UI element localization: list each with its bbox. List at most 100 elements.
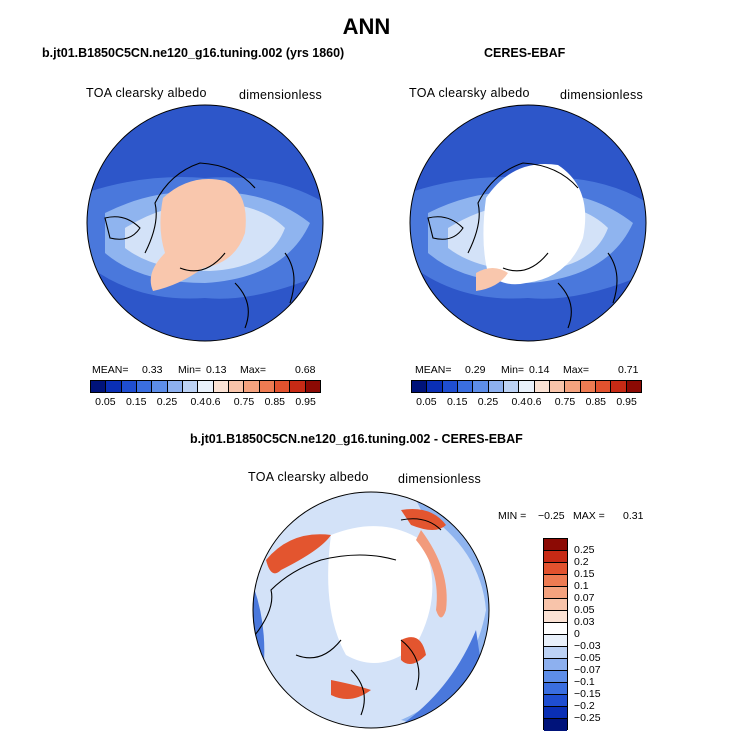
colorbar-swatch (549, 381, 566, 392)
colorbar-tick-label: 0.1 (574, 580, 589, 592)
colorbar-swatch (544, 623, 567, 635)
colorbar-tick-label: 0.95 (616, 396, 637, 408)
panel-1-mean-value: 0.33 (142, 364, 163, 376)
colorbar-swatch (611, 381, 627, 392)
panel-1-min-value: 0.13 (206, 364, 227, 376)
colorbar-swatch (544, 563, 567, 575)
colorbar-tick-label: 0.25 (574, 544, 595, 556)
colorbar-tick-label: 0.15 (446, 396, 468, 408)
colorbar-swatch (544, 647, 567, 659)
colorbar-swatch (544, 635, 567, 647)
panel-1-mean-label: MEAN= (92, 364, 129, 376)
colorbar-tick-label: −0.25 (574, 712, 601, 724)
colorbar-tick-label: 0.05 (95, 396, 116, 408)
panel-1-variable: TOA clearsky albedo (86, 86, 207, 100)
colorbar-swatch (544, 539, 567, 551)
colorbar-tick-label: 0.4 (190, 396, 206, 408)
diff-panel-variable: TOA clearsky albedo (248, 470, 369, 484)
panel-1-max-value: 0.68 (295, 364, 316, 376)
colorbar-swatch (544, 719, 567, 731)
colorbar-swatch (595, 381, 612, 392)
diff-min-label: MIN = (498, 510, 527, 522)
colorbar-tick-label: 0.85 (585, 396, 607, 408)
panel-1-min-label: Min= (178, 364, 202, 376)
colorbar-swatch (580, 381, 596, 392)
colorbar-swatch (167, 381, 183, 392)
panel-1-title: b.jt01.B1850C5CN.ne120_g16.tuning.002 (y… (42, 46, 345, 60)
positive-difference-ice-edge (266, 509, 446, 699)
diff-min-value: −0.25 (538, 510, 565, 522)
colorbar-tick-label: −0.2 (574, 700, 595, 712)
colorbar-tick-label: 0.03 (574, 616, 595, 628)
panel-1-colorbar (90, 380, 321, 393)
coastlines (104, 162, 295, 329)
colorbar-swatch (457, 381, 474, 392)
panel-1-polar-map (86, 104, 324, 342)
colorbar-swatch (519, 381, 535, 392)
colorbar-tick-label: 0.75 (554, 396, 576, 408)
coastlines (253, 518, 442, 716)
colorbar-swatch (106, 381, 122, 392)
diff-max-label: MAX = (573, 510, 605, 522)
diff-polar-map (252, 491, 490, 729)
colorbar-swatch (198, 381, 214, 392)
colorbar-swatch (544, 683, 567, 695)
colorbar-swatch (473, 381, 489, 392)
colorbar-swatch (274, 381, 291, 392)
colorbar-swatch (305, 381, 320, 392)
colorbar-swatch (503, 381, 520, 392)
diff-panel-units: dimensionless (398, 472, 482, 486)
colorbar-tick-label: 0.75 (233, 396, 255, 408)
map-boundary (86, 104, 324, 342)
colorbar-tick-label: 0.07 (574, 592, 595, 604)
colorbar-swatch (626, 381, 641, 392)
colorbar-tick-label: −0.15 (574, 688, 601, 700)
colorbar-swatch (565, 381, 581, 392)
colorbar-swatch (136, 381, 153, 392)
colorbar-swatch (442, 381, 458, 392)
colorbar-swatch (544, 575, 567, 587)
colorbar-swatch (152, 381, 168, 392)
colorbar-tick-label: 0.25 (156, 396, 178, 408)
colorbar-tick-label: 0.6 (526, 396, 542, 408)
positive-difference-arc (416, 530, 447, 618)
missing-data-region (328, 526, 433, 663)
coastlines (427, 162, 618, 329)
panel-2-polar-map (409, 104, 647, 342)
colorbar-tick-label: 0 (574, 628, 580, 640)
panel-1-max-label: Max= (240, 364, 266, 376)
colorbar-tick-label: 0.05 (416, 396, 437, 408)
colorbar-swatch (244, 381, 260, 392)
colorbar-swatch (427, 381, 443, 392)
panel-2-min-label: Min= (501, 364, 525, 376)
colorbar-swatch (544, 611, 567, 623)
greenland-high-albedo (476, 268, 508, 291)
panel-1-units: dimensionless (239, 88, 323, 102)
colorbar-swatch (290, 381, 306, 392)
panel-2-max-value: 0.71 (618, 364, 639, 376)
colorbar-tick-label: −0.07 (574, 664, 601, 676)
colorbar-swatch (259, 381, 275, 392)
colorbar-swatch (91, 381, 107, 392)
sea-ice-high-albedo (150, 179, 246, 291)
colorbar-swatch (412, 381, 428, 392)
colorbar-swatch (544, 599, 567, 611)
panel-2-units: dimensionless (560, 88, 644, 102)
colorbar-tick-label: 0.15 (574, 568, 595, 580)
colorbar-tick-label: −0.05 (574, 652, 601, 664)
diff-panel-title: b.jt01.B1850C5CN.ne120_g16.tuning.002 - … (190, 432, 523, 446)
colorbar-swatch (213, 381, 229, 392)
colorbar-swatch (121, 381, 137, 392)
colorbar-swatch (488, 381, 504, 392)
colorbar-tick-label: 0.6 (205, 396, 221, 408)
colorbar-swatch (544, 671, 567, 683)
map-boundary (409, 104, 647, 342)
colorbar-swatch (544, 587, 567, 599)
colorbar-swatch (544, 659, 567, 671)
diff-colorbar (543, 538, 568, 731)
missing-data-region (483, 163, 586, 285)
panel-2-mean-label: MEAN= (415, 364, 452, 376)
colorbar-swatch (544, 551, 567, 563)
panel-2-title: CERES-EBAF (484, 46, 566, 60)
colorbar-tick-label: 0.05 (574, 604, 595, 616)
